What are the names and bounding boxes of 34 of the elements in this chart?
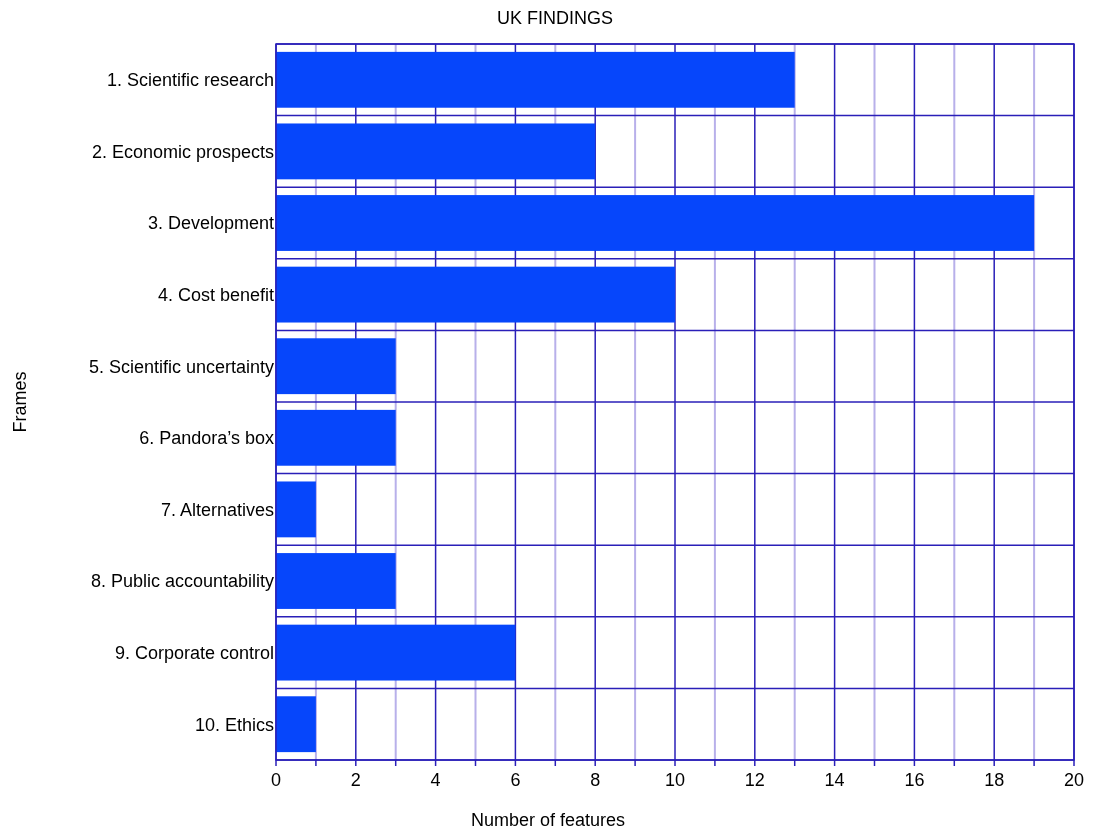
x-tick-label: 0 [270,770,282,790]
bar [276,481,316,538]
x-tick-label: 16 [904,770,925,790]
x-tick-label: 14 [824,770,845,790]
x-tick-label: 18 [984,770,1005,790]
y-tick-label: 10. Ethics [194,714,274,735]
x-axis-title: Number of features [470,810,626,830]
y-tick-label: 1. Scientific research [106,70,274,91]
y-tick-label: 2. Economic prospects [91,141,274,162]
x-tick-label: 4 [430,770,441,790]
bar [276,51,795,108]
bar [276,624,516,681]
bar [276,338,396,395]
bar [276,266,675,323]
x-tick-label: 6 [510,770,521,790]
bar [276,409,396,466]
y-tick-label: 3. Development [147,213,274,234]
x-tick-label: 8 [590,770,601,790]
y-tick-label: 9. Corporate control [114,642,274,663]
bar [276,195,1035,251]
y-tick-label: 7. Alternatives [160,499,274,520]
y-tick-label: 5. Scientific uncertainty [88,356,274,377]
bar [276,123,596,180]
x-tick-label: 20 [1063,770,1085,790]
y-tick-label: 4. Cost benefit [157,284,274,305]
bar [276,553,396,609]
y-tick-label: 6. Pandora’s box [139,428,274,449]
y-tick-label: 8. Public accountability [90,571,274,592]
bar [276,696,316,753]
y-axis-title: Frames [10,371,30,433]
x-tick-label: 10 [664,770,686,790]
chart-title: UK FINDINGS [496,8,614,28]
x-tick-label: 2 [350,770,361,790]
x-tick-label: 12 [744,770,765,790]
